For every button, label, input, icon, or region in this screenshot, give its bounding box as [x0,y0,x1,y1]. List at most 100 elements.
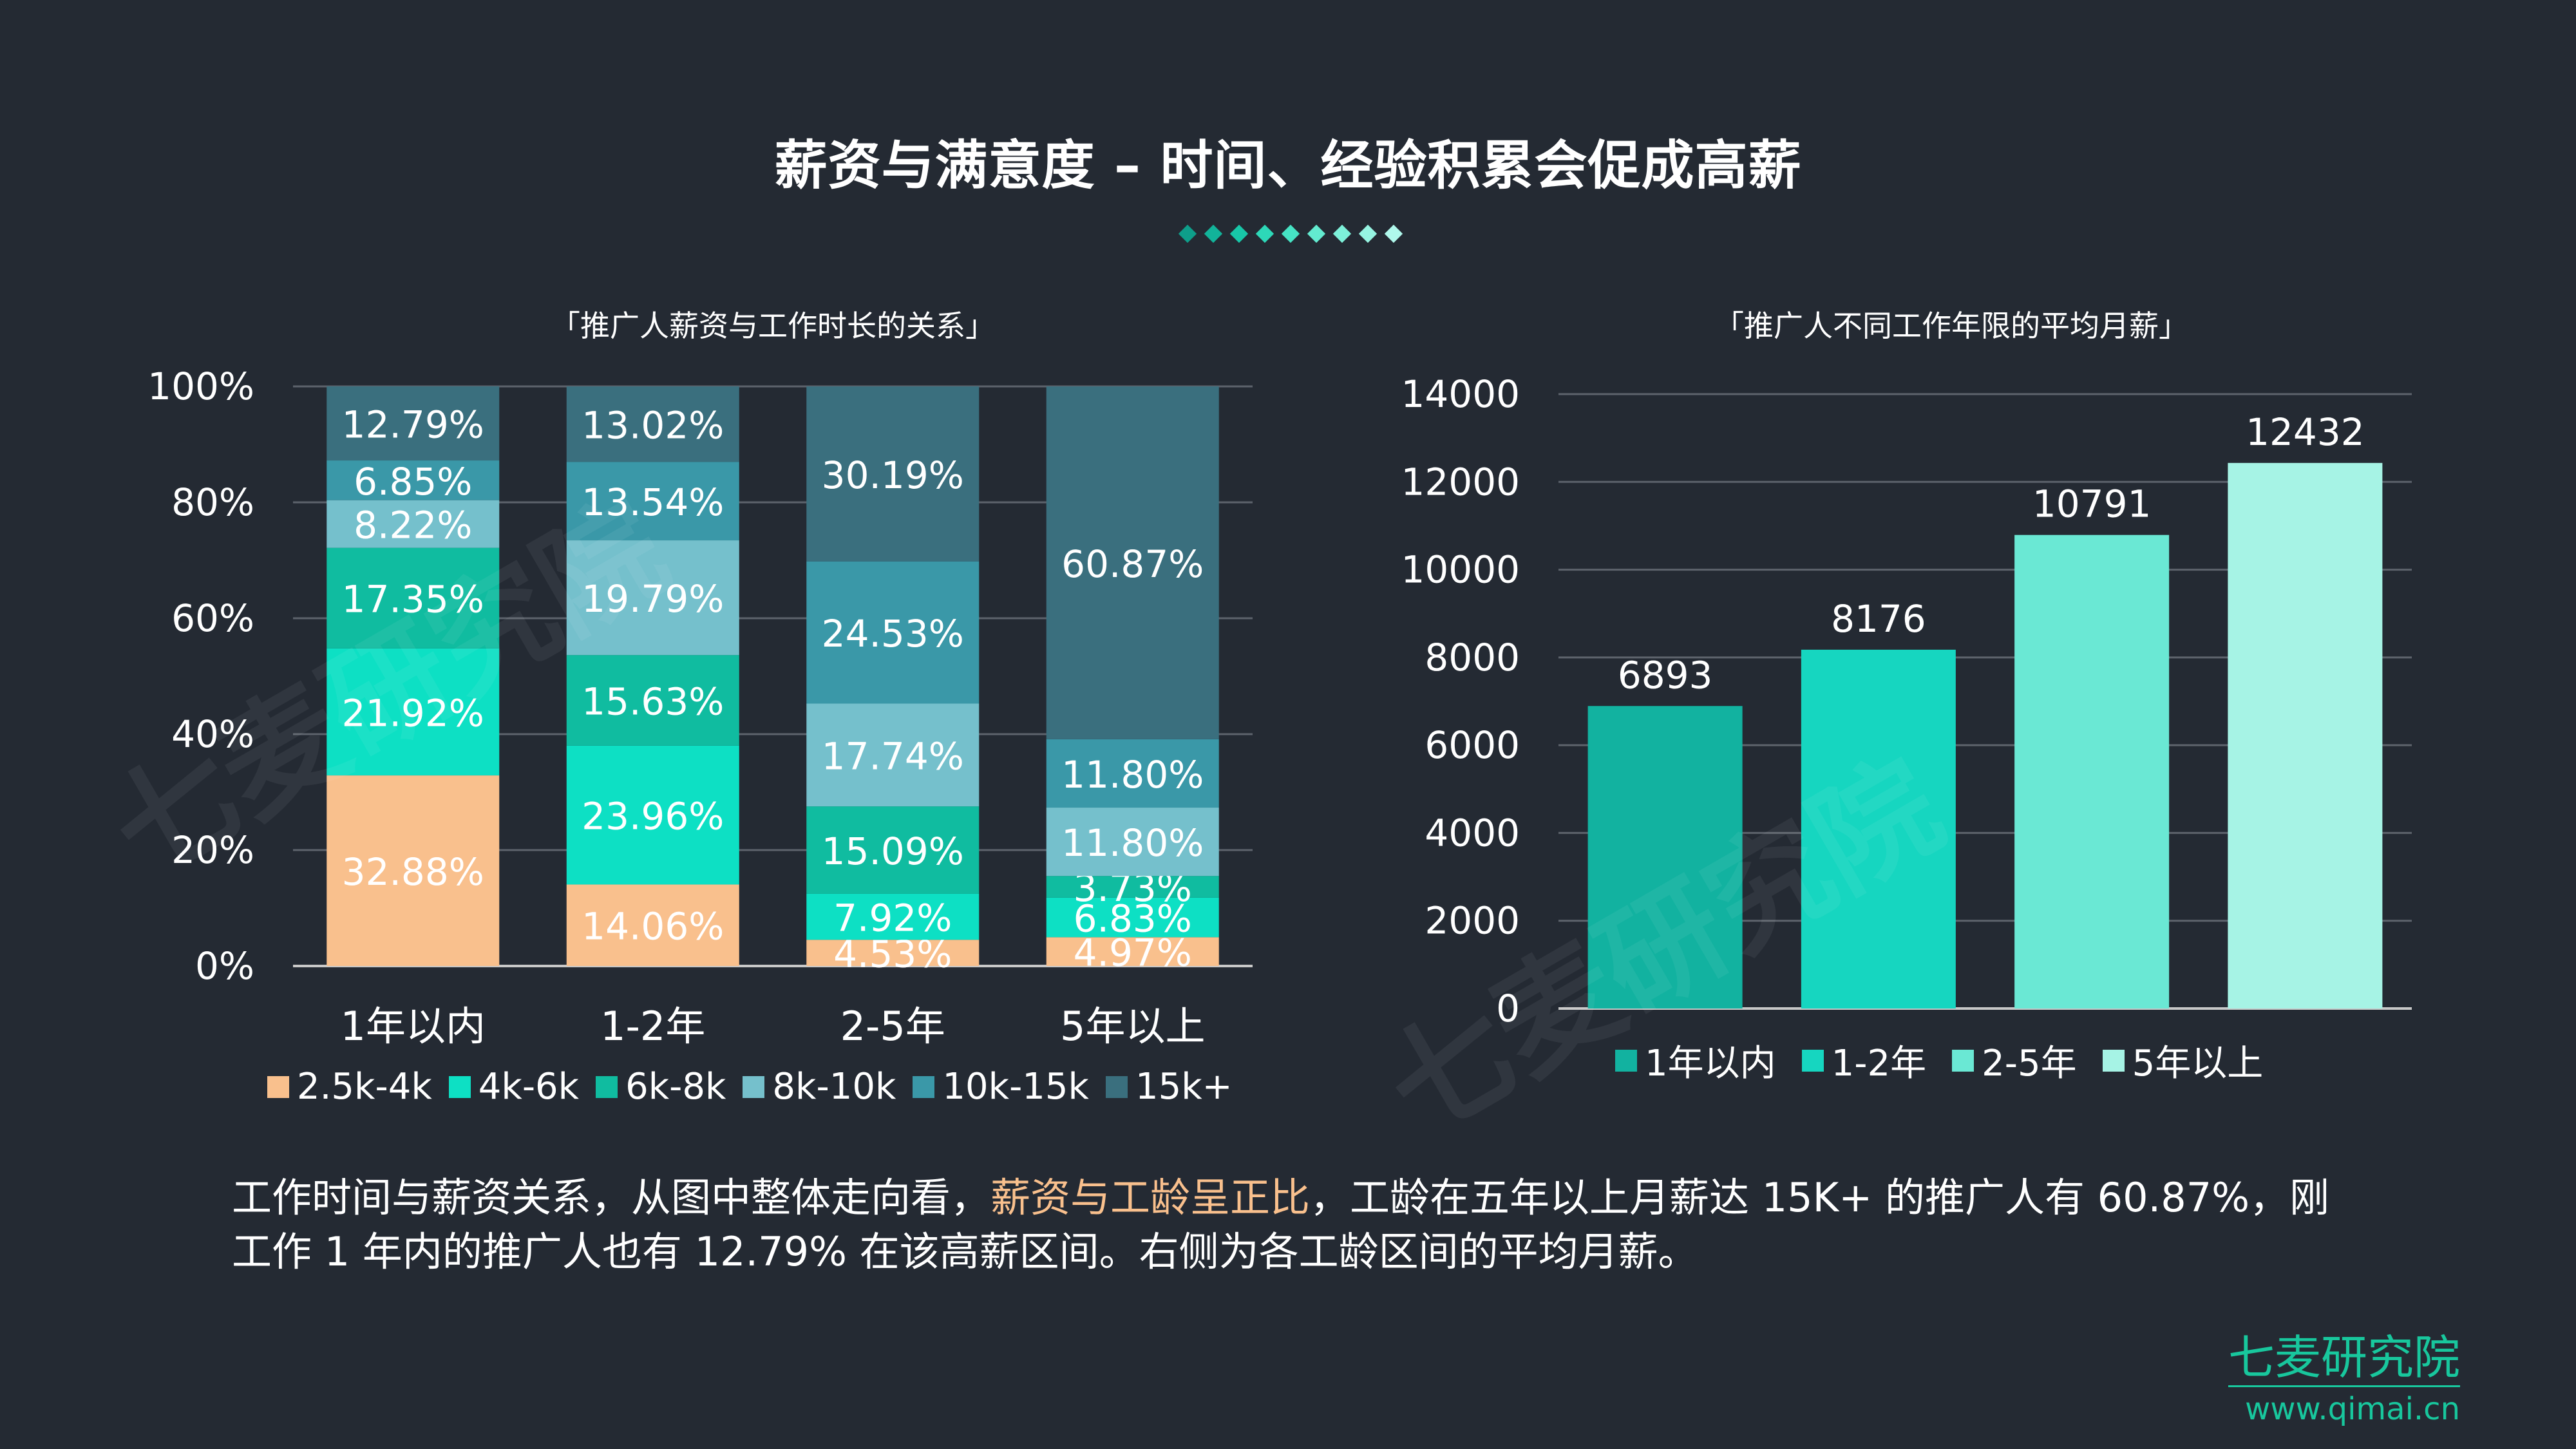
bar-segment [327,500,500,548]
legend-item: 6k-8k [596,1066,726,1108]
legend-label: 5年以上 [2132,1043,2264,1084]
data-label: 60.87% [1061,542,1204,586]
bar [2014,535,2170,1009]
legend-item: 4k-6k [448,1066,580,1108]
y-tick-label: 80% [171,480,254,524]
x-tick-label: 1-2年 [600,1003,705,1050]
legend-label: 8k-10k [772,1066,896,1108]
bar-segment [566,655,739,746]
y-tick-label: 2000 [1425,899,1520,943]
legend-swatch [1801,1049,1824,1072]
footnote-highlight: 薪资与工龄呈正比 [990,1174,1311,1221]
data-label: 14.06% [582,905,724,949]
data-label: 17.74% [822,734,964,778]
data-label: 8.22% [354,504,472,547]
bar-segment [327,775,500,966]
legend-swatch [743,1075,765,1098]
x-tick-label: 1年以内 [341,1003,486,1050]
legend-item: 2-5年 [1952,1034,2077,1086]
y-tick-label: 12000 [1401,460,1520,504]
bar-segment [566,540,739,656]
y-tick-label: 0% [195,944,254,988]
bar-segment [566,745,739,885]
legend-item: 2.5k-4k [267,1066,432,1108]
y-tick-label: 100% [147,365,254,408]
legend-swatch [596,1075,618,1098]
right-chart-title: 「推广人不同工作年限的平均月薪」 [1714,308,2188,343]
x-tick-label: 2-5年 [840,1003,945,1050]
data-label: 4.97% [1074,931,1192,975]
legend-label: 6k-8k [625,1066,726,1108]
bar-segment [1046,739,1219,808]
bar [2228,462,2383,1009]
bar-segment [327,386,500,461]
bar-segment [566,884,739,966]
legend-swatch [2102,1049,2125,1072]
brand-logo: 七麦研究院 www.qimai.cn [2228,1330,2460,1428]
y-tick-label: 14000 [1401,372,1520,416]
footnote-text: 工作时间与薪资关系，从图中整体走向看， [232,1174,991,1221]
legend-item: 15k+ [1105,1066,1233,1108]
x-tick-label: 5年以上 [1060,1003,1205,1050]
data-label: 11.80% [1061,753,1204,797]
data-label: 23.96% [582,795,724,838]
legend-item: 5年以上 [2102,1034,2264,1086]
bar-segment [1046,897,1219,938]
legend-label: 10k-15k [942,1066,1089,1108]
bar-segment [566,386,739,462]
legend-label: 2-5年 [1982,1043,2077,1084]
bar [1801,649,1956,1009]
bar [1587,706,1743,1009]
footnote-text-cont: ，工龄在五年以上月薪达 15K+ 的推广人有 60.87%，刚工作 1 年内的推… [232,1174,2330,1275]
bar-segment [806,940,980,966]
y-tick-label: 40% [171,712,254,756]
legend-item: 1-2年 [1801,1034,1927,1086]
data-label: 13.54% [582,480,724,524]
y-tick-label: 8000 [1425,636,1520,679]
legend-swatch [448,1075,471,1098]
brand-url: www.qimai.cn [2228,1385,2460,1428]
legend-label: 1-2年 [1831,1043,1927,1084]
bar-segment [806,893,980,940]
data-label: 32.88% [342,850,484,894]
data-label: 15.63% [582,679,724,723]
data-label: 30.19% [822,453,964,497]
bar-segment [1046,808,1219,876]
data-label: 10791 [2032,482,2152,526]
data-label: 7.92% [833,896,952,940]
legend-label: 2.5k-4k [297,1066,432,1108]
data-label: 11.80% [1061,821,1204,865]
left-chart-legend: 2.5k-4k 4k-6k 6k-8k 8k-10k 10k-15k 15k+ [267,1066,1249,1108]
data-label: 6893 [1618,653,1713,697]
bar-segment [327,648,500,776]
bar-segment [327,547,500,649]
data-label: 24.53% [822,612,964,656]
legend-item: 10k-15k [913,1066,1089,1108]
data-label: 6.85% [354,460,472,504]
bar-segment [806,806,980,894]
legend-label: 4k-6k [478,1066,580,1108]
bar-segment [806,703,980,807]
y-tick-label: 6000 [1425,723,1520,767]
bar-segment [1046,386,1219,739]
left-chart-title: 「推广人薪资与工作时长的关系」 [551,308,995,343]
data-label: 19.79% [582,577,724,621]
footnote: 工作时间与薪资关系，从图中整体走向看，薪资与工龄呈正比，工龄在五年以上月薪达 1… [232,1171,2357,1279]
legend-swatch [1105,1075,1128,1098]
data-label: 8176 [1831,597,1926,641]
bar-segment [806,561,980,704]
brand-name: 七麦研究院 [2228,1331,2460,1385]
legend-swatch [1952,1049,1975,1072]
bar-segment [1046,876,1219,898]
right-chart-legend: 1年以内 1-2年 2-5年 5年以上 [1615,1034,2289,1086]
data-label: 12.79% [342,402,484,446]
legend-item: 8k-10k [743,1066,896,1108]
data-label: 17.35% [342,578,484,621]
page-title: 薪资与满意度 – 时间、经验积累会促成高薪 [774,135,1802,196]
data-label: 15.09% [822,829,964,873]
bar-segment [1046,937,1219,966]
legend-label: 15k+ [1135,1066,1233,1108]
y-tick-label: 4000 [1425,811,1520,855]
